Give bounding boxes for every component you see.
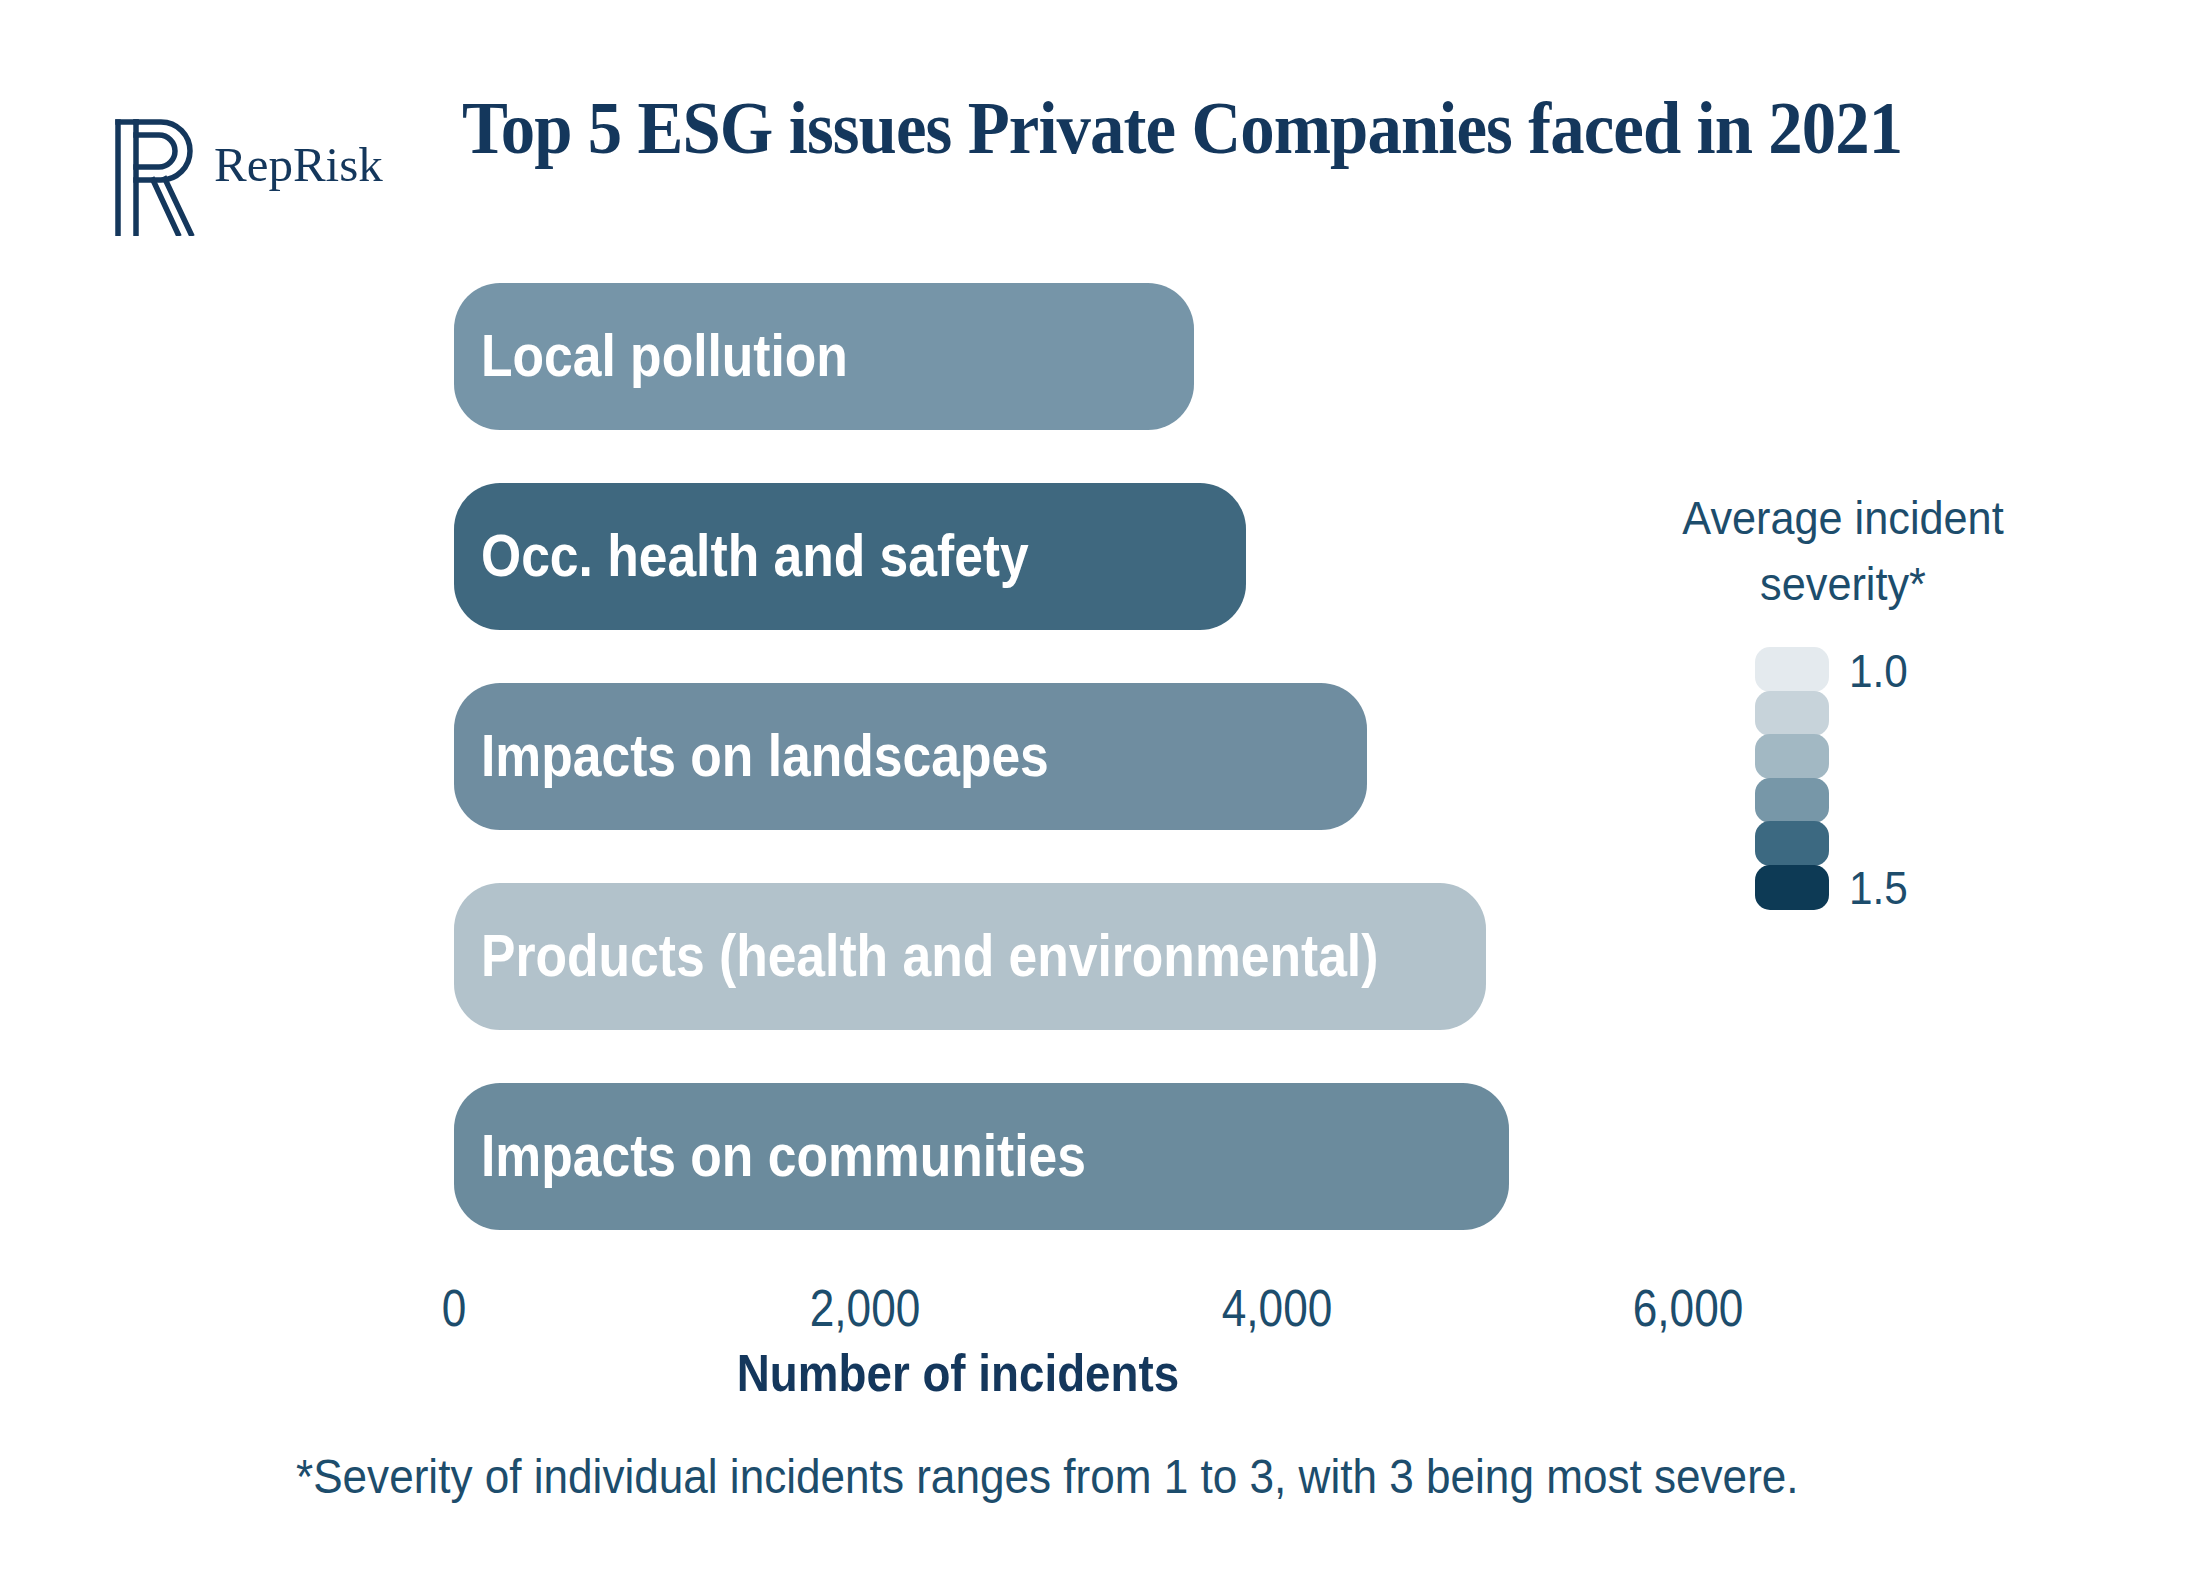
bar-products-health-and-environmental[interactable]: Products (health and environmental) [454,883,1486,1030]
chart-canvas: RepRisk Top 5 ESG issues Private Compani… [0,0,2197,1575]
bar-impacts-on-communities[interactable]: Impacts on communities [454,1083,1509,1230]
x-tick-0: 0 [440,1278,469,1338]
bar-label: Impacts on communities [481,1121,1086,1190]
legend-min-label: 1.0 [1849,643,1914,698]
legend-swatch-6 [1755,865,1829,910]
legend-swatch-1 [1755,647,1829,692]
chart-title: Top 5 ESG issues Private Companies faced… [462,86,1902,171]
bar-label: Impacts on landscapes [481,721,1049,790]
legend-swatch-3 [1755,734,1829,779]
bar-plot-area: Local pollution Occ. health and safety Imp… [454,283,1754,1233]
bar-occ-health-and-safety[interactable]: Occ. health and safety [454,483,1246,630]
legend-swatch-2 [1755,691,1829,736]
x-tick-2000: 2,000 [800,1278,930,1338]
bar-label: Occ. health and safety [481,521,1029,590]
x-axis-title: Number of incidents [707,1343,1210,1403]
footnote: *Severity of individual incidents ranges… [296,1448,1799,1504]
reprisk-logo-icon [112,116,198,236]
legend-swatch-4 [1755,778,1829,823]
legend-title-line1: Average incident [1668,490,2017,545]
x-tick-6000: 6,000 [1623,1278,1753,1338]
legend-max-label: 1.5 [1849,860,1914,915]
bar-label: Local pollution [481,321,848,390]
bar-local-pollution[interactable]: Local pollution [454,283,1194,430]
legend-title-line2: severity* [1753,556,1933,611]
x-tick-4000: 4,000 [1212,1278,1342,1338]
bar-label: Products (health and environmental) [481,921,1378,990]
reprisk-wordmark: RepRisk [214,136,383,193]
legend-swatch-5 [1755,821,1829,866]
bar-impacts-on-landscapes[interactable]: Impacts on landscapes [454,683,1367,830]
